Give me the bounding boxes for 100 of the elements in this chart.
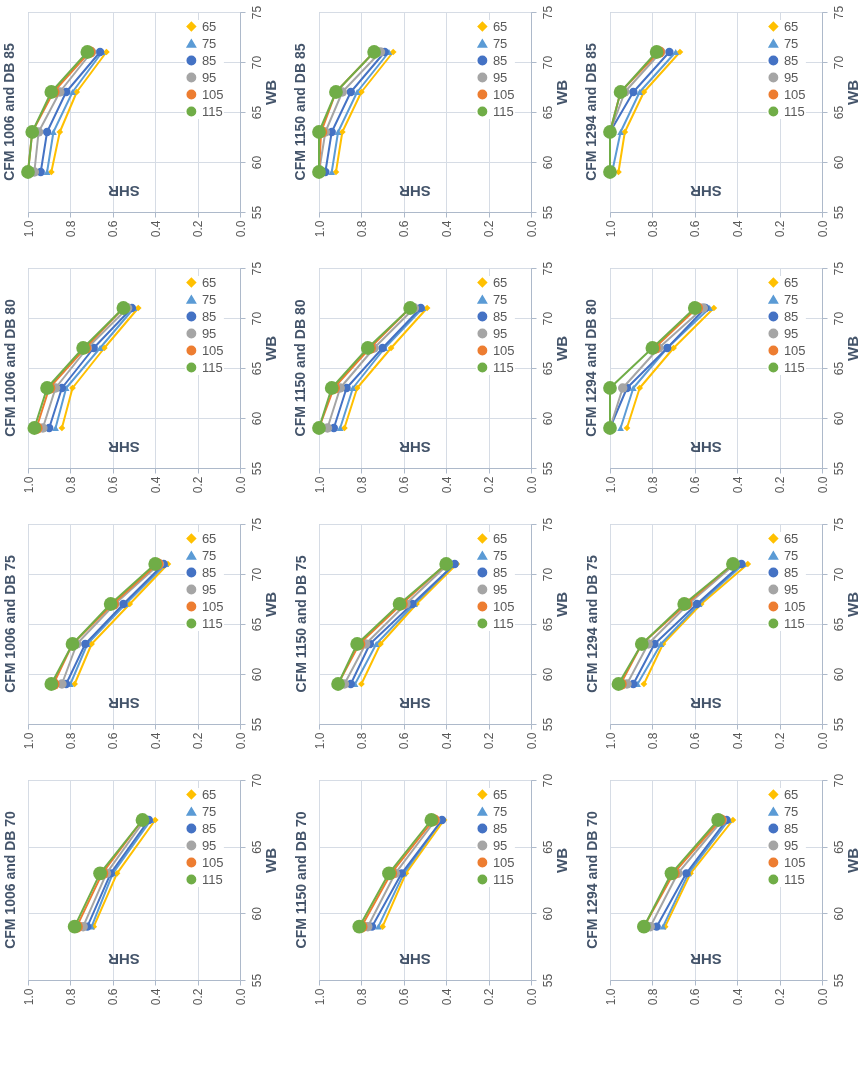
y-tick-label: 55 [249,717,264,732]
x-tick-label: 0.0 [233,476,248,494]
y-tick-label: 70 [831,773,846,788]
y-axis-title: WB [552,847,570,873]
legend-label: 105 [783,598,806,614]
x-tick-label: 0.2 [482,476,497,494]
legend-label: 115 [492,359,514,375]
text: CFM 1294 and DB 85 [583,42,600,181]
legend-label: 95 [201,325,217,341]
x-tick-label: 1.0 [312,220,327,238]
legend-label: 105 [492,854,515,870]
y-tick-label: 70 [540,773,555,788]
y-tick-label: 75 [249,517,264,532]
x-tick-label: 0.8 [354,988,369,1006]
y-tick-label: 55 [540,461,555,476]
legend-label: 115 [201,871,223,887]
legend-label: 115 [201,615,223,631]
text: CFM 1150 and DB 85 [292,43,309,181]
y-tick-label: 65 [831,840,846,854]
y-tick-label: 65 [540,105,555,120]
y-tick-label: 75 [831,5,846,20]
x-tick-label: 0.8 [63,476,78,494]
legend-label: 95 [492,69,508,85]
legend-label: 65 [492,274,508,290]
x-tick-label: 0.2 [191,476,206,494]
legend-label: 75 [201,291,217,307]
y-tick-label: 70 [249,773,264,788]
y-tick-label: 60 [249,155,264,170]
text: CFM 1006 and DB 75 [2,554,18,693]
legend-label: 95 [201,581,217,597]
legend-label: 75 [492,547,508,563]
y-tick-label: 65 [249,361,264,376]
x-tick-label: 0.0 [233,732,248,750]
legend-label: 115 [783,103,805,119]
y-tick-label: 65 [249,840,264,854]
x-tick-label: 0.2 [191,732,206,750]
y-tick-label: 60 [831,906,846,921]
x-tick-label: 0.2 [482,220,497,238]
x-tick-label: 0.4 [730,476,745,494]
legend-label: 75 [492,35,508,51]
legend-label: 95 [783,581,799,597]
legend-label: 75 [783,803,799,819]
legend-label: 65 [783,530,799,546]
y-tick-label: 60 [249,411,264,426]
legend-label: 85 [201,564,217,580]
legend-label: 65 [492,18,508,34]
x-tick-label: 0.4 [148,476,163,494]
x-tick-label: 1.0 [603,732,618,750]
y-tick-label: 75 [540,517,555,532]
x-tick-label: 0.6 [397,476,412,494]
x-tick-label: 0.8 [63,732,78,750]
y-tick-label: 55 [249,461,264,476]
legend-label: 105 [492,598,515,614]
legend-label: 105 [201,854,224,870]
text: CFM 1006 and DB 85 [1,42,18,181]
legend-label: 85 [492,308,508,324]
y-axis-title: WB [261,847,279,873]
x-tick-label: 1.0 [312,988,327,1006]
y-tick-label: 55 [540,973,555,988]
legend-label: 75 [201,803,217,819]
x-tick-label: 1.0 [603,476,618,494]
x-tick-label: 1.0 [603,220,618,238]
x-tick-label: 0.0 [815,220,830,238]
x-tick-label: 0.4 [148,988,163,1006]
y-tick-label: 60 [249,667,264,682]
x-tick-label: 0.6 [688,476,703,494]
y-tick-label: 65 [540,361,555,376]
y-tick-label: 75 [831,517,846,532]
x-tick-label: 0.4 [148,732,163,750]
legend-label: 85 [201,820,217,836]
y-tick-label: 55 [831,973,846,988]
y-tick-label: 70 [540,311,555,326]
x-tick-label: 0.4 [439,988,454,1006]
y-axis-title: WB [843,847,861,873]
legend-label: 105 [201,86,224,102]
legend-label: 105 [783,342,806,358]
x-tick-label: 1.0 [603,988,618,1006]
x-tick-label: 0.6 [397,732,412,750]
x-tick-label: 0.8 [354,732,369,750]
y-axis-title: WB [843,79,861,105]
y-tick-label: 65 [831,361,846,376]
x-tick-label: 0.4 [730,220,745,238]
x-tick-label: 0.8 [354,476,369,494]
y-tick-label: 60 [540,411,555,426]
x-tick-label: 0.6 [688,220,703,238]
y-tick-label: 65 [249,105,264,120]
x-tick-label: 0.2 [482,988,497,1006]
x-axis-title: SHR [398,950,431,968]
x-tick-label: 0.4 [730,732,745,750]
x-axis-title: SHR [689,694,722,712]
y-tick-label: 65 [831,105,846,120]
legend-label: 65 [201,18,217,34]
y-axis-title: WB [552,335,570,361]
y-tick-label: 55 [540,717,555,732]
x-axis-title: SHR [107,694,140,712]
y-tick-label: 60 [540,906,555,921]
y-axis-title: WB [843,335,861,361]
x-tick-label: 0.8 [645,220,660,238]
legend-label: 95 [783,325,799,341]
text: CFM 1294 and DB 75 [584,554,600,693]
